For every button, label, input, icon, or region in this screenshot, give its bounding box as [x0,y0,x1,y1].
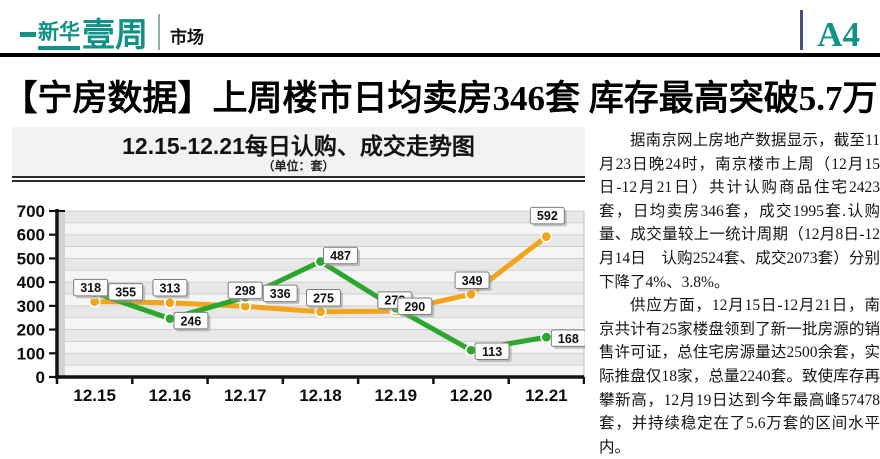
data-label: 355 [115,285,136,299]
content-row: 12.15-12.21每日认购、成交走势图 （单位：套） 0 100 200 300 4… [0,127,880,459]
plot-band [59,317,584,330]
trend-chart: 12.15-12.21每日认购、成交走势图 （单位：套） 0 100 200 300 4… [12,127,585,418]
plot-band [59,270,584,283]
axis-wall [59,211,65,377]
data-label: 246 [180,314,201,328]
masthead: 新华 壹周 市场 A4 [0,0,880,55]
plot-band [59,234,584,247]
article-column: 据南京网上房地产数据显示，截至11月23日晚24时，南京楼市上周（12月15日-… [599,127,880,459]
data-label-box [152,279,188,297]
chart-title: 12.15-12.21每日认购、成交走势图 [122,133,475,159]
data-label: 113 [482,345,502,359]
plot-band [59,211,584,223]
y-tick-label: 700 [17,202,45,221]
data-label: 290 [404,300,425,314]
data-label: 313 [159,281,180,295]
data-label: 298 [235,284,256,298]
y-tick-label: 400 [17,273,45,292]
y-tick-label: 300 [17,297,45,316]
y-tick-label: 100 [17,344,45,363]
data-label: 487 [330,249,351,263]
newspaper-logo: 新华 壹周 [20,15,148,53]
data-label-box [474,342,510,360]
plot-band [59,341,584,354]
data-label-box [454,271,490,289]
x-tick-label: 12.20 [450,386,493,405]
trend-chart-svg: 0 100 200 300 400 500 600 700 12.15 12.16 12.17 12.… [17,202,585,405]
section-label: 市场 [170,28,204,47]
page-number: A4 [817,15,860,55]
data-point-marker [540,230,553,243]
plot-band [59,365,584,377]
data-label-box [529,206,565,225]
data-point-marker [540,331,553,344]
data-label-box [73,278,109,297]
article-paragraph: 供应方面，12月15日-12月21日，南京共计有25家楼盘领到了新一批房源的销售… [599,297,880,456]
plot-band [59,246,584,259]
plot-band [59,329,584,342]
y-tick-label: 500 [17,249,45,268]
chart-subtitle: （单位：套） [262,159,335,173]
chart-title-band: 12.15-12.21每日认购、成交走势图 （单位：套） [12,127,585,176]
data-label-box [108,283,144,301]
logo-dash-icon [20,32,36,37]
logo-text-small: 新华 [38,22,80,50]
vertical-divider [158,14,160,50]
masthead-rule [0,53,880,57]
logo-text-large: 壹周 [82,15,148,53]
masthead-right: A4 [800,10,860,55]
data-label-box [397,297,433,315]
y-tick-label: 0 [36,368,45,387]
data-label-box [262,284,298,303]
y-tick-label: 600 [17,226,45,245]
vertical-divider [800,10,804,50]
masthead-left: 新华 壹周 市场 [20,14,204,53]
data-label: 168 [558,332,579,346]
x-tick-label: 12.21 [525,386,568,405]
chart-title-rule [12,176,585,182]
data-label: 592 [537,209,558,223]
data-label: 275 [313,291,334,305]
data-label-box [227,281,263,300]
data-label-box [550,329,585,347]
article-paragraph: 据南京网上房地产数据显示，截至11月23日晚24时，南京楼市上周（12月15日-… [599,132,880,291]
y-tick-label: 200 [17,321,45,340]
data-label-box [173,311,209,330]
data-label-box [323,246,358,265]
plot-band [59,282,584,294]
x-tick-label: 12.17 [224,386,267,405]
data-label: 336 [270,287,291,301]
plot-band [59,222,584,235]
x-tick-label: 12.19 [375,386,418,405]
x-tick-label: 12.16 [149,386,192,405]
x-tick-label: 12.15 [73,386,116,405]
data-label-box [306,289,341,307]
data-label: 318 [80,281,101,295]
x-tick-label: 12.18 [299,386,342,405]
data-label: 349 [462,274,483,288]
headline: 【宁房数据】上周楼市日均卖房346套 库存最高突破5.7万 [2,79,878,118]
data-point-marker [163,296,176,309]
plot-band [59,353,584,366]
